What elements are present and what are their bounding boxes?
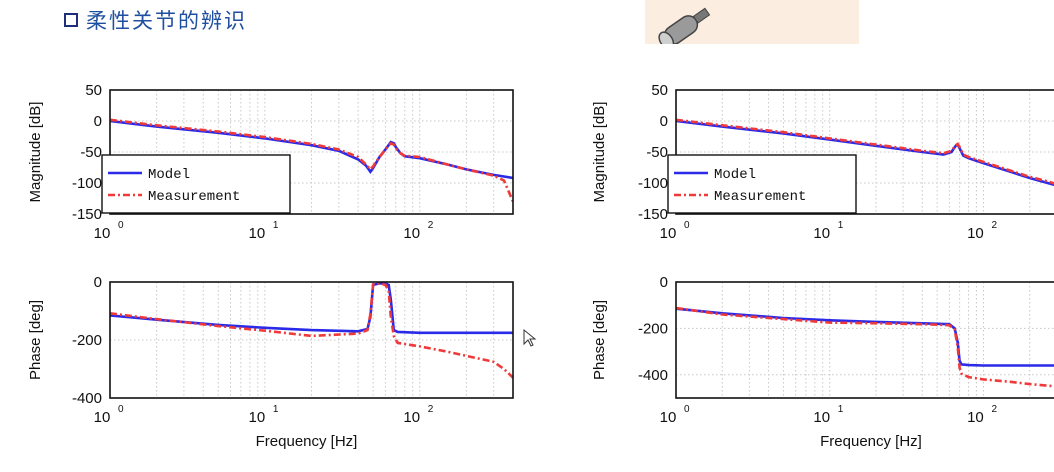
legend-label-measurement: Measurement (714, 189, 806, 205)
heading-text: 柔性关节的辨识 (86, 9, 247, 33)
y-tick-label: -100 (638, 175, 668, 192)
legend-box (101, 154, 291, 214)
right-phase-panel: 0 -200 -400 10 0 10 1 10 2 Phase [deg] Frequency [… (591, 274, 1054, 450)
x-tick-exponent: 0 (118, 220, 124, 231)
y-axis-label: Magnitude [dB] (591, 102, 608, 203)
x-axis-label: Frequency [Hz] (256, 433, 358, 450)
y-tick-label: 50 (651, 82, 668, 99)
legend-box (667, 154, 857, 214)
x-tick-exponent: 1 (273, 404, 279, 415)
x-tick-exponent: 2 (991, 220, 997, 231)
x-tick-exponent: 1 (838, 404, 844, 415)
right-magnitude-panel: 50 0 -50 -100 -150 10 0 10 1 10 2 Magnitude [dB] Mod… (591, 82, 1054, 242)
y-axis-label: Phase [deg] (591, 300, 608, 380)
series-measurement-line (110, 282, 513, 379)
series-measurement-line (110, 118, 513, 203)
x-tick-label: 10 (94, 225, 111, 242)
x-tick-exponent: 2 (428, 220, 434, 231)
x-tick-label: 10 (967, 409, 984, 426)
x-tick-exponent: 1 (838, 220, 844, 231)
plot-frame (109, 281, 514, 399)
x-tick-label: 10 (403, 225, 420, 242)
y-tick-label: -150 (638, 206, 668, 223)
series-model-line (110, 282, 513, 335)
y-tick-label: -400 (638, 367, 668, 384)
y-tick-label: 0 (94, 113, 102, 130)
legend: Model Measurement (667, 154, 857, 214)
series-model-line (676, 307, 1054, 367)
y-tick-label: -400 (72, 390, 102, 407)
x-tick-label: 10 (813, 409, 830, 426)
x-tick-exponent: 2 (991, 404, 997, 415)
plot-frame (675, 89, 1054, 215)
x-tick-label: 10 (249, 409, 266, 426)
x-tick-label: 10 (660, 225, 677, 242)
x-tick-exponent: 0 (684, 404, 690, 415)
y-tick-label: -200 (72, 332, 102, 349)
y-axis-label: Phase [deg] (27, 300, 44, 380)
legend-label-measurement: Measurement (148, 189, 240, 205)
x-tick-label: 10 (967, 225, 984, 242)
x-tick-label: 10 (403, 409, 420, 426)
series-measurement-line (676, 118, 1054, 185)
y-axis-label: Magnitude [dB] (27, 102, 44, 203)
grid (109, 89, 514, 215)
x-tick-label: 10 (94, 409, 111, 426)
plot-frame (109, 89, 514, 215)
left-phase-panel: 0 -200 -400 10 0 10 1 10 2 Phase [deg] Frequency [… (27, 274, 514, 450)
x-tick-label: 10 (813, 225, 830, 242)
y-tick-label: 0 (660, 274, 668, 291)
x-tick-exponent: 1 (273, 220, 279, 231)
section-heading: 柔性关节的辨识 (64, 4, 247, 36)
y-tick-label: -200 (638, 320, 668, 337)
y-tick-label: 0 (94, 274, 102, 291)
x-axis-label: Frequency [Hz] (820, 433, 922, 450)
y-tick-label: -150 (72, 206, 102, 223)
legend-label-model: Model (148, 167, 190, 183)
legend: Model Measurement (101, 154, 291, 214)
x-tick-exponent: 0 (684, 220, 690, 231)
y-tick-label: -50 (80, 144, 102, 161)
legend-label-model: Model (714, 167, 756, 183)
plot-frame (675, 281, 1054, 399)
series-measurement-line (676, 306, 1054, 388)
mouse-cursor-icon (523, 328, 537, 347)
y-tick-label: 50 (85, 82, 102, 99)
y-tick-label: -100 (72, 175, 102, 192)
x-tick-label: 10 (660, 409, 677, 426)
y-tick-label: -50 (646, 144, 668, 161)
x-tick-exponent: 0 (118, 404, 124, 415)
y-tick-label: 0 (660, 113, 668, 130)
grid (109, 281, 514, 399)
x-tick-exponent: 2 (428, 404, 434, 415)
square-outline-icon (64, 13, 78, 27)
x-tick-label: 10 (249, 225, 266, 242)
left-magnitude-panel: 50 0 -50 -100 -150 10 0 10 1 10 2 Magnitude [dB] Mod… (27, 82, 514, 242)
